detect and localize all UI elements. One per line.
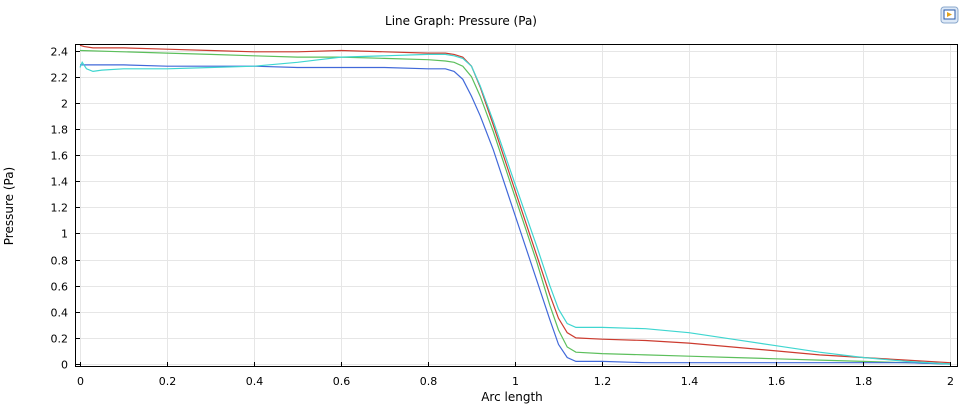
y-tick-label: 1 [61,228,68,241]
series-line-2 [79,49,951,365]
y-tick-label: 0.4 [51,307,69,320]
y-tick-label: 2.2 [51,72,69,85]
y-tick-label: 1.2 [51,202,69,215]
x-tick-label: 1.6 [768,375,786,388]
y-tick-label: 0.8 [51,255,69,268]
y-tick-label: 2.4 [51,46,69,59]
x-axis-label: Arc length [481,390,543,404]
export-image-button[interactable] [940,6,959,24]
plot-area-frame [75,44,958,367]
y-axis-label: Pressure (Pa) [2,167,16,245]
export-image-icon [943,9,956,20]
y-axis: 0 0.2 0.4 0.6 0.8 1 1.2 1.4 1.6 1.8 2 2.2 2.4 [51,46,80,372]
series-line-3 [80,64,951,365]
x-tick-label: 2 [947,375,954,388]
y-tick-label: 0.2 [51,333,69,346]
x-tick-label: 0.8 [420,375,438,388]
x-tick-label: 1.2 [594,375,612,388]
y-tick-label: 0.6 [51,281,69,294]
grid [76,45,957,366]
x-tick-label: 0 [77,375,84,388]
y-tick-label: 1.6 [51,150,69,163]
y-tick-label: 2 [61,98,68,111]
series-layer [79,44,951,365]
x-tick-label: 0.6 [333,375,351,388]
series-line-4 [79,53,951,365]
y-tick-label: 1.8 [51,124,69,137]
x-axis: 0 0.2 0.4 0.6 0.8 1 1.2 1.4 1.6 1.8 2 [77,362,954,388]
x-tick-label: 0.4 [246,375,264,388]
x-tick-label: 1.8 [855,375,873,388]
x-tick-label: 0.2 [159,375,177,388]
x-tick-label: 1 [512,375,519,388]
x-tick-label: 1.4 [681,375,699,388]
chart-title: Line Graph: Pressure (Pa) [385,14,537,28]
y-tick-label: 1.4 [51,176,69,189]
y-tick-label: 0 [61,359,68,372]
